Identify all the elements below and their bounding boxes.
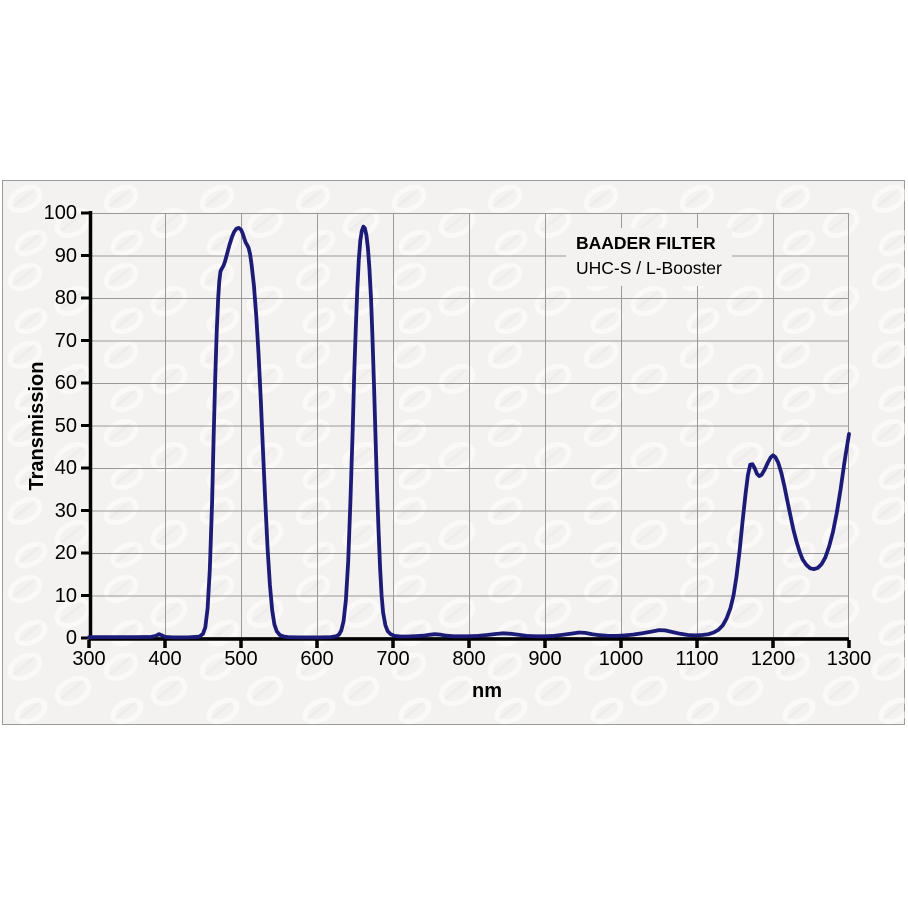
gridlines bbox=[89, 213, 849, 638]
chart-canvas bbox=[3, 181, 906, 726]
y-tick-label-30: 30 bbox=[54, 499, 77, 522]
axes bbox=[81, 211, 851, 648]
y-axis-title: Transmission bbox=[26, 361, 48, 491]
y-tick-label-90: 90 bbox=[54, 244, 77, 267]
x-tick-label-900: 900 bbox=[528, 648, 562, 670]
y-tick-label-10: 10 bbox=[54, 584, 77, 607]
y-tick-label-20: 20 bbox=[54, 542, 77, 564]
figure-watermark bbox=[3, 181, 906, 726]
x-tick-label-1100: 1100 bbox=[675, 648, 719, 670]
transmission-curve bbox=[87, 224, 851, 640]
x-tick-label-500: 500 bbox=[224, 648, 258, 670]
x-tick-label-1200: 1200 bbox=[750, 648, 796, 670]
y-tick-label-0: 0 bbox=[65, 627, 77, 649]
x-tick-label-800: 800 bbox=[452, 648, 486, 670]
y-tick-label-60: 60 bbox=[54, 372, 77, 394]
chart-title: BAADER FILTER bbox=[576, 233, 716, 253]
chart-subtitle: UHC-S / L-Booster bbox=[576, 258, 722, 278]
x-tick-label-400: 400 bbox=[148, 648, 182, 670]
transmission-chart-figure: 0 10 20 30 40 50 60 70 80 90 100 300 400 500 600 700 800… bbox=[2, 180, 906, 726]
y-tick-label-50: 50 bbox=[54, 414, 77, 437]
y-tick-label-80: 80 bbox=[54, 287, 77, 309]
chart-title-block: BAADER FILTER UHC-S / L-Booster bbox=[566, 228, 732, 286]
x-tick-label-1000: 1000 bbox=[598, 648, 644, 670]
x-tick-label-600: 600 bbox=[300, 648, 334, 670]
x-axis-title: nm bbox=[472, 680, 502, 702]
x-tick-label-1300: 1300 bbox=[826, 648, 872, 670]
y-tick-label-40: 40 bbox=[54, 457, 77, 479]
x-tick-label-300: 300 bbox=[72, 648, 106, 670]
y-tick-label-100: 100 bbox=[43, 202, 77, 224]
x-tick-label-700: 700 bbox=[376, 648, 410, 670]
y-tick-label-70: 70 bbox=[54, 329, 77, 352]
